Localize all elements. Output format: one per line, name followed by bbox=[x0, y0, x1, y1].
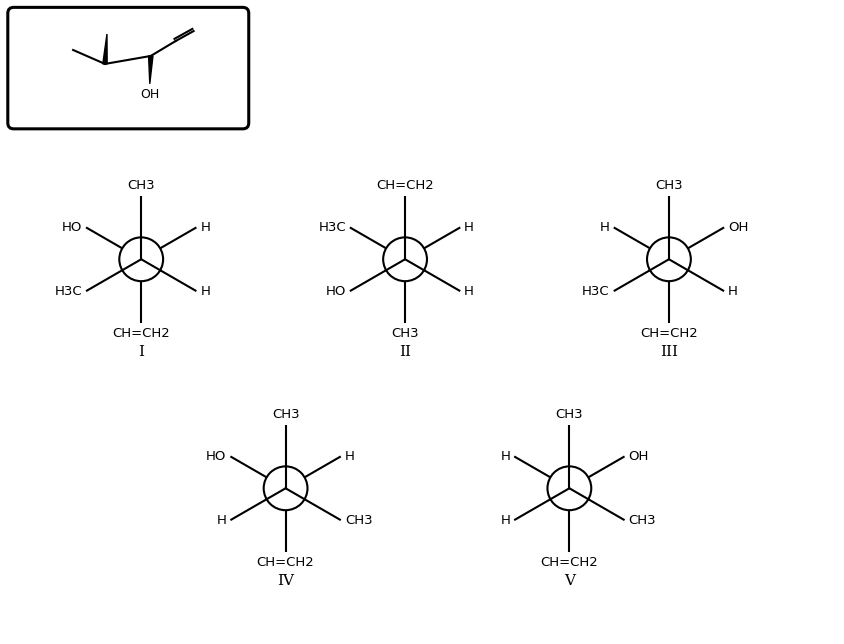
Text: CH3: CH3 bbox=[392, 327, 419, 340]
Text: I: I bbox=[138, 345, 144, 359]
Circle shape bbox=[119, 238, 163, 281]
Text: H3C: H3C bbox=[582, 285, 609, 298]
Text: OH: OH bbox=[728, 221, 749, 234]
Polygon shape bbox=[103, 34, 107, 64]
Text: II: II bbox=[399, 345, 411, 359]
Text: H: H bbox=[464, 221, 474, 234]
Text: III: III bbox=[660, 345, 678, 359]
Text: CH=CH2: CH=CH2 bbox=[257, 556, 315, 569]
Circle shape bbox=[548, 466, 592, 510]
Text: CH3: CH3 bbox=[272, 408, 300, 421]
Text: HO: HO bbox=[62, 221, 82, 234]
Polygon shape bbox=[149, 56, 153, 84]
Text: H3C: H3C bbox=[54, 285, 82, 298]
Text: H: H bbox=[600, 221, 609, 234]
Text: H: H bbox=[728, 285, 738, 298]
Text: CH3: CH3 bbox=[655, 178, 683, 191]
Text: CH3: CH3 bbox=[344, 514, 372, 527]
Text: H: H bbox=[217, 514, 226, 527]
Text: HO: HO bbox=[326, 285, 346, 298]
Text: H: H bbox=[200, 285, 210, 298]
Text: V: V bbox=[564, 574, 575, 588]
Text: CH3: CH3 bbox=[629, 514, 656, 527]
Text: H: H bbox=[464, 285, 474, 298]
FancyBboxPatch shape bbox=[8, 7, 249, 129]
Text: HO: HO bbox=[206, 450, 226, 463]
Text: CH=CH2: CH=CH2 bbox=[640, 327, 698, 340]
Circle shape bbox=[263, 466, 307, 510]
Text: OH: OH bbox=[629, 450, 649, 463]
Circle shape bbox=[647, 238, 691, 281]
Text: H: H bbox=[344, 450, 354, 463]
Text: H: H bbox=[500, 450, 510, 463]
Text: CH=CH2: CH=CH2 bbox=[376, 178, 434, 191]
Text: CH3: CH3 bbox=[555, 408, 583, 421]
Text: CH=CH2: CH=CH2 bbox=[540, 556, 598, 569]
Text: H: H bbox=[500, 514, 510, 527]
Text: IV: IV bbox=[277, 574, 294, 588]
Text: H3C: H3C bbox=[318, 221, 346, 234]
Text: OH: OH bbox=[140, 88, 160, 101]
Circle shape bbox=[383, 238, 427, 281]
Text: CH3: CH3 bbox=[127, 178, 155, 191]
Text: H: H bbox=[200, 221, 210, 234]
Text: CH=CH2: CH=CH2 bbox=[112, 327, 170, 340]
